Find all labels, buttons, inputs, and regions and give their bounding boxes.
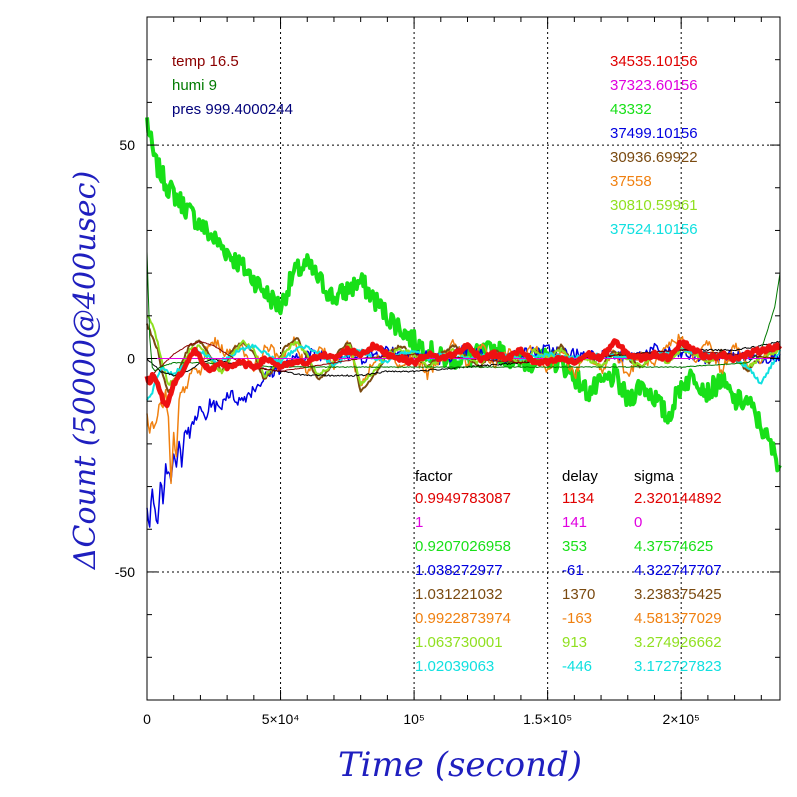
table-cell: 0.9207026958 [415,538,511,555]
table-cell: 0.9949783087 [415,490,511,507]
table-cell: 1.063730001 [415,634,503,651]
annotations: temp 16.5 humi 9 pres 999.4000244 34535.101… [172,53,722,675]
table-cell: -163 [562,610,592,627]
y-tick-label: 0 [127,351,135,367]
series-lines [144,117,783,528]
series-line-11 [144,338,783,409]
env-reading: humi 9 [172,77,217,94]
table-cell: 0 [634,514,642,531]
env-reading: temp 16.5 [172,53,239,70]
series-value: 34535.10156 [610,53,698,70]
y-tick-label: -50 [115,564,135,580]
x-tick-label: 2×10⁵ [663,711,700,727]
table-cell: 913 [562,634,587,651]
table-cell: 353 [562,538,587,555]
table-cell: 2.320144892 [634,490,722,507]
x-axis-title: Time (second) [338,745,582,785]
series-value: 30810.59961 [610,197,698,214]
x-tick-label: 1.5×10⁵ [523,711,572,727]
table-cell: 4.322747707 [634,562,722,579]
table-cell: -446 [562,658,592,675]
series-value: 37499.10156 [610,125,698,142]
series-value: 43332 [610,101,652,118]
series-value: 37558 [610,173,652,190]
env-reading: pres 999.4000244 [172,101,293,118]
axis-ticks: 0 5×10⁴ 10⁵ 1.5×10⁵ 2×10⁵ 50 0 -50 [115,17,780,727]
table-cell: 1.031221032 [415,586,503,603]
table-cell: -61 [562,562,584,579]
x-tick-label: 5×10⁴ [262,711,300,727]
table-cell: 1.038272977 [415,562,503,579]
table-cell: 1 [415,514,423,531]
table-cell: 4.581377029 [634,610,722,627]
table-cell: 1.02039063 [415,658,494,675]
series-value: 30936.69922 [610,149,698,166]
x-tick-label: 0 [143,711,151,727]
table-cell: 1370 [562,586,595,603]
table-cell: 3.274926662 [634,634,722,651]
y-axis-title: ΔCount (50000@400usec) [68,171,103,570]
table-cell: 3.238375425 [634,586,722,603]
table-header: sigma [634,468,675,485]
table-cell: 4.37574625 [634,538,713,555]
table-header: delay [562,468,598,485]
table-cell: 141 [562,514,587,531]
table-cell: 1134 [562,490,594,507]
table-header: factor [415,468,453,485]
x-tick-label: 10⁵ [403,711,424,727]
table-cell: 3.172727823 [634,658,722,675]
y-tick-label: 50 [119,137,135,153]
series-value: 37524.10156 [610,221,698,238]
table-cell: 0.9922873974 [415,610,511,627]
series-value: 37323.60156 [610,77,698,94]
